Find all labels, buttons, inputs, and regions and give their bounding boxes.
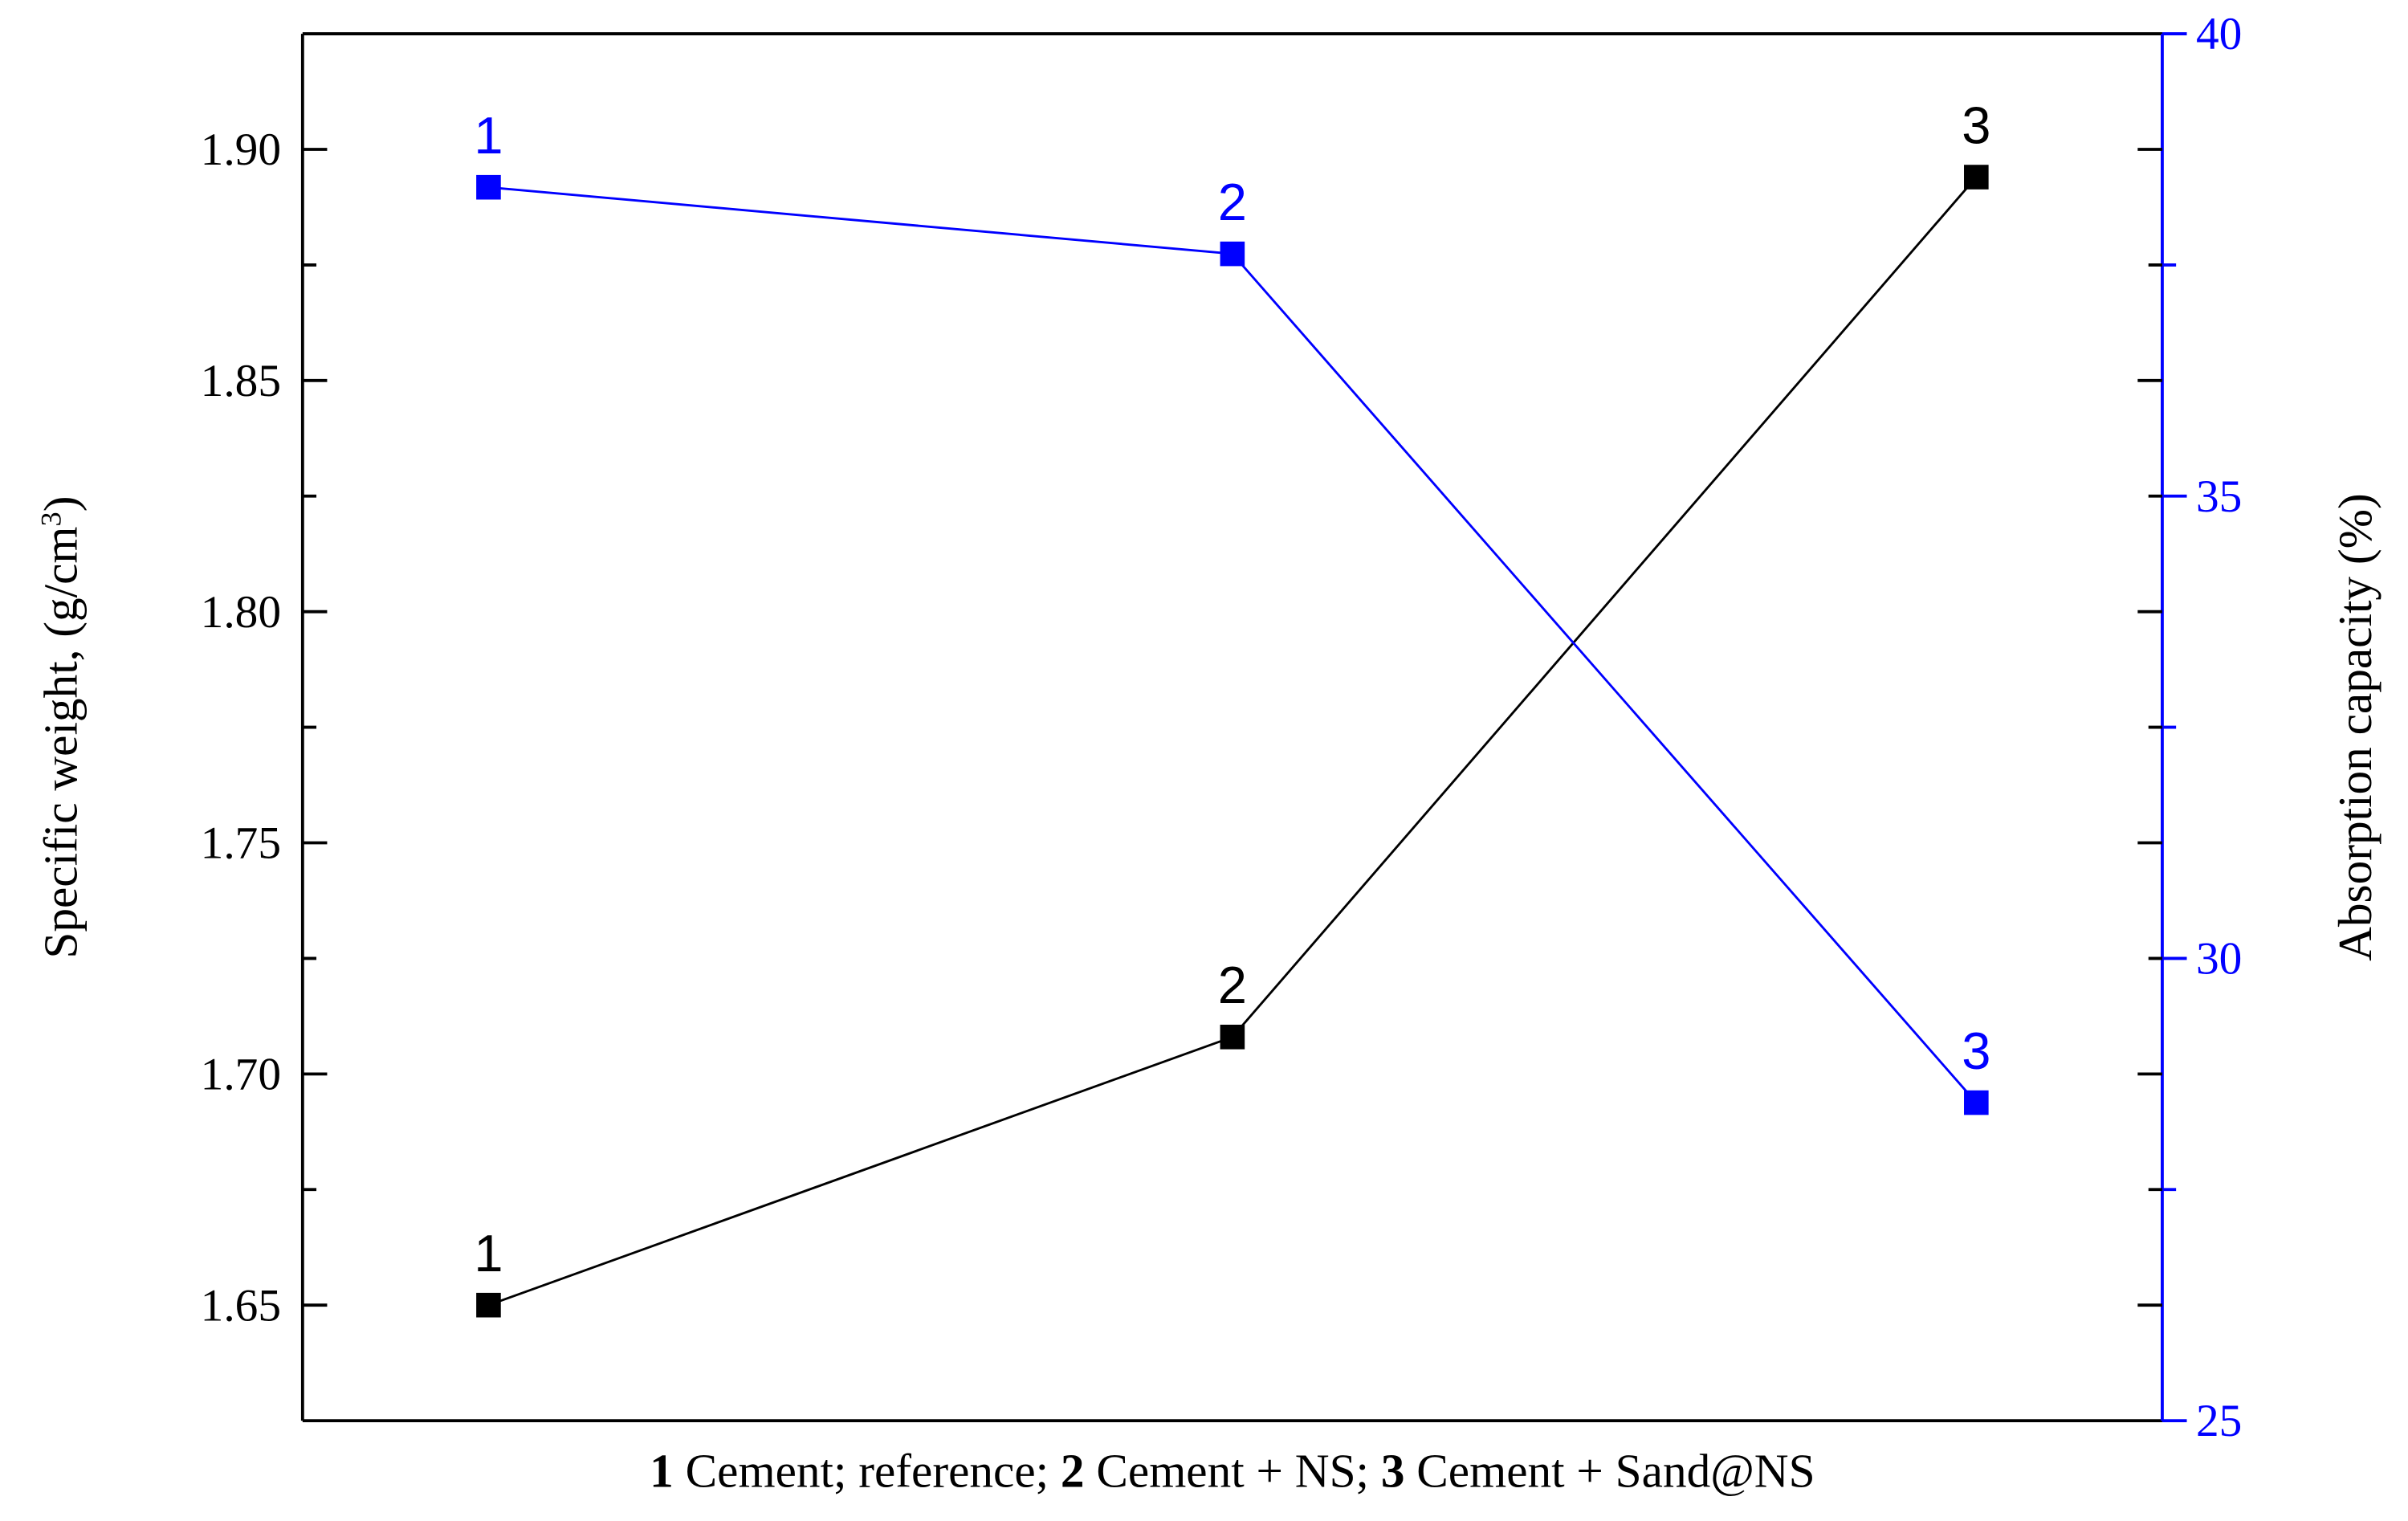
y-tick-label: 1.90 — [201, 124, 281, 175]
y-tick-label: 1.70 — [201, 1049, 281, 1099]
marker — [1220, 1024, 1245, 1050]
y-tick-label: 1.85 — [201, 356, 281, 406]
y2-tick-label: 35 — [2196, 471, 2242, 522]
point-label: 2 — [1218, 173, 1247, 231]
y-axis-label: Specific weight, (g/cm3) — [35, 496, 88, 959]
x-axis-label-part: Cement; reference; — [674, 1444, 1061, 1497]
x-axis-label-part: 1 — [650, 1444, 674, 1497]
y-axis-label-part: Specific weight, (g/cm — [35, 526, 88, 958]
y-tick-label: 1.65 — [201, 1280, 281, 1331]
point-label: 1 — [474, 1224, 503, 1282]
point-label: 3 — [1962, 96, 1990, 154]
y2-tick-label: 40 — [2196, 9, 2242, 59]
x-axis-label-part: Cement + Sand@NS — [1404, 1444, 1815, 1497]
point-label: 3 — [1962, 1021, 1990, 1080]
y2-axis-label: Absorption capacity (%) — [2329, 493, 2382, 961]
marker — [476, 174, 501, 200]
y-tick-label: 1.80 — [201, 587, 281, 638]
point-label: 2 — [1218, 956, 1247, 1014]
y-axis-label-part: ) — [35, 496, 88, 512]
marker — [476, 1292, 501, 1318]
series-line — [487, 176, 1978, 1307]
y-tick-label: 1.75 — [201, 818, 281, 869]
marker — [1220, 241, 1245, 267]
marker — [1964, 1090, 1989, 1115]
point-label: 1 — [474, 106, 503, 165]
y2-tick-label: 25 — [2196, 1396, 2242, 1446]
x-axis-label-part: Cement + NS; — [1085, 1444, 1381, 1497]
marker — [1964, 165, 1989, 190]
y2-tick-label: 30 — [2196, 934, 2242, 985]
x-axis-label: 1 Cement; reference; 2 Cement + NS; 3 Ce… — [650, 1444, 1815, 1497]
x-axis-label-part: 2 — [1061, 1444, 1085, 1497]
x-axis-label-part: 3 — [1381, 1444, 1405, 1497]
y-axis-label-part: 3 — [35, 512, 67, 526]
